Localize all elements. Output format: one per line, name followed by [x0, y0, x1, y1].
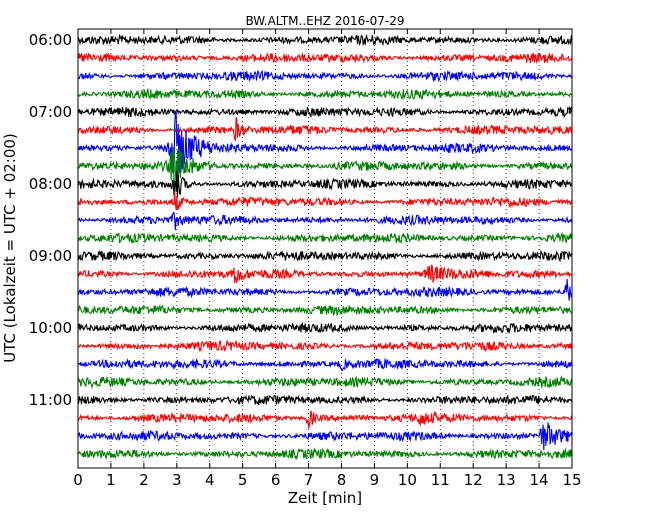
- y-axis-label: UTC (Lokalzeit = UTC + 02:00): [1, 133, 19, 363]
- trace-1: [77, 51, 573, 65]
- trace-17: [77, 339, 573, 353]
- x-tick-label-13: 13: [497, 471, 516, 489]
- chart-title: BW.ALTM..EHZ 2016-07-29: [245, 14, 404, 28]
- trace-15: [78, 304, 573, 317]
- trace-20: [77, 394, 573, 406]
- y-tick-label-0: 06:00: [29, 31, 72, 49]
- y-tick-label-5: 11:00: [29, 391, 72, 409]
- trace-9: [77, 191, 573, 211]
- x-tick-label-7: 7: [304, 471, 314, 489]
- trace-11: [77, 231, 573, 245]
- trace-6: [77, 109, 573, 175]
- x-tick-label-1: 1: [106, 471, 116, 489]
- traces: [77, 33, 573, 461]
- trace-23: [77, 447, 573, 461]
- x-tick-label-4: 4: [205, 471, 215, 489]
- x-tick-label-5: 5: [238, 471, 248, 489]
- trace-10: [77, 211, 573, 231]
- x-tick-label-14: 14: [530, 471, 549, 489]
- trace-2: [77, 69, 573, 83]
- x-tick-label-2: 2: [139, 471, 149, 489]
- x-tick-label-8: 8: [337, 471, 347, 489]
- x-tick-label-0: 0: [73, 471, 83, 489]
- plot-frame: [77, 28, 573, 469]
- trace-13: [77, 264, 573, 284]
- trace-19: [77, 375, 573, 389]
- trace-14: [77, 278, 573, 301]
- trace-12: [77, 249, 573, 263]
- trace-7: [77, 146, 573, 189]
- trace-4: [77, 105, 573, 119]
- x-tick-label-9: 9: [370, 471, 380, 489]
- x-axis-ticks: 0 1 2 3 4 5 6 7 8 9 10 11 12 13 14 15: [73, 29, 582, 489]
- x-tick-label-15: 15: [562, 471, 581, 489]
- trace-21: [77, 410, 573, 429]
- x-tick-label-12: 12: [464, 471, 483, 489]
- x-tick-label-6: 6: [271, 471, 281, 489]
- trace-0: [77, 33, 573, 47]
- trace-3: [77, 87, 573, 101]
- y-tick-label-1: 07:00: [29, 103, 72, 121]
- x-axis-label: Zeit [min]: [288, 489, 362, 507]
- x-tick-label-10: 10: [398, 471, 417, 489]
- trace-22: [77, 422, 573, 451]
- trace-5: [77, 117, 573, 141]
- trace-16: [77, 321, 573, 334]
- trace-18: [77, 357, 573, 372]
- x-tick-label-3: 3: [172, 471, 182, 489]
- y-tick-label-3: 09:00: [29, 247, 72, 265]
- y-tick-label-2: 08:00: [29, 175, 72, 193]
- trace-8: [77, 170, 573, 198]
- y-axis-ticks: 06:00 07:00 08:00 09:00 10:00 11:00: [29, 31, 572, 409]
- x-tick-label-11: 11: [431, 471, 450, 489]
- y-tick-label-4: 10:00: [29, 319, 72, 337]
